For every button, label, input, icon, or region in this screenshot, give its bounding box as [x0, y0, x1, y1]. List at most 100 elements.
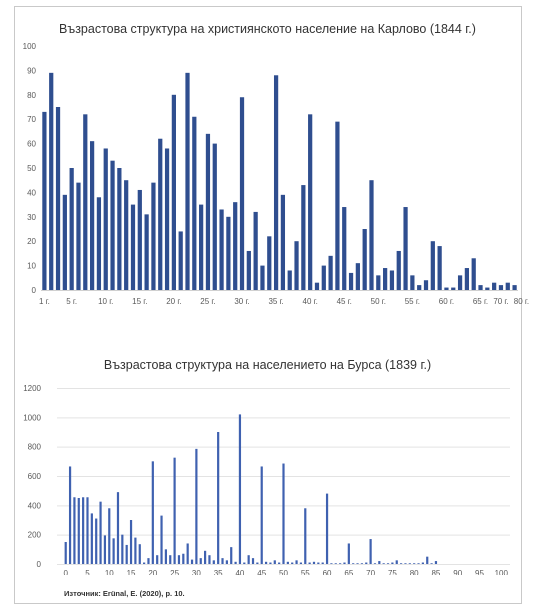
x-tick-label: 30	[192, 569, 201, 575]
x-tick-label: 55	[301, 569, 310, 575]
bar	[77, 498, 80, 564]
bar	[116, 492, 120, 564]
bar	[434, 561, 438, 564]
bar	[103, 535, 107, 564]
bar	[291, 562, 294, 564]
bar	[124, 180, 129, 290]
bar	[389, 270, 395, 290]
bar	[76, 182, 81, 290]
bar	[299, 562, 303, 564]
bar	[212, 143, 217, 290]
bar	[186, 543, 189, 564]
bar	[464, 268, 470, 290]
x-tick-label: 60 г.	[439, 297, 454, 306]
bar	[82, 497, 85, 564]
bar	[278, 562, 281, 564]
bar	[294, 241, 299, 290]
y-tick-label: 10	[27, 262, 36, 271]
bar	[49, 72, 54, 290]
bar	[382, 563, 385, 564]
bar	[273, 75, 279, 290]
bar	[373, 563, 377, 564]
bar	[110, 160, 115, 290]
bar	[369, 539, 372, 564]
bar	[352, 563, 355, 564]
x-tick-label: 35 г.	[268, 297, 283, 306]
bar	[68, 466, 72, 564]
bar	[199, 204, 204, 290]
bar	[230, 547, 233, 564]
x-tick-label: 40 г.	[303, 297, 318, 306]
y-tick-label: 100	[23, 42, 37, 51]
bar	[269, 562, 272, 564]
bar	[264, 561, 268, 564]
bar	[158, 138, 163, 290]
bar	[86, 497, 89, 564]
bar	[301, 185, 306, 290]
bar	[234, 561, 237, 564]
bar	[360, 563, 364, 564]
bar	[125, 544, 128, 564]
bar	[192, 116, 197, 290]
bar	[178, 231, 183, 290]
bar	[485, 287, 490, 290]
bar	[330, 563, 333, 564]
x-tick-label: 15	[127, 569, 136, 575]
bar	[334, 563, 337, 564]
bar	[144, 214, 149, 290]
bar	[208, 555, 211, 564]
bar	[221, 558, 224, 564]
x-tick-label: 80	[410, 569, 419, 575]
bar	[403, 207, 408, 290]
y-tick-label: 0	[32, 286, 37, 295]
bar	[243, 562, 246, 564]
bar	[95, 518, 98, 564]
bar	[328, 255, 333, 290]
x-tick-label: 5	[85, 569, 90, 575]
bar	[386, 563, 390, 564]
bar	[308, 114, 313, 290]
x-tick-label: 45	[257, 569, 266, 575]
bar	[383, 268, 388, 290]
x-tick-label: 90	[453, 569, 462, 575]
bar	[225, 560, 228, 564]
bar	[83, 114, 88, 290]
chart-title-bursa: Възрастова структура на населението на Б…	[103, 358, 432, 372]
x-tick-label: 20	[148, 569, 157, 575]
x-tick-label: 25 г.	[200, 297, 215, 306]
bar	[478, 285, 483, 290]
bar	[238, 414, 242, 564]
bar	[156, 555, 159, 564]
bar	[64, 542, 67, 564]
bar	[69, 168, 74, 290]
x-tick-label: 55 г.	[405, 297, 420, 306]
bar	[96, 197, 102, 290]
bar	[246, 250, 251, 290]
x-tick-label: 60	[323, 569, 332, 575]
bar	[378, 561, 381, 564]
bar	[99, 501, 102, 564]
x-tick-label: 50 г.	[371, 297, 386, 306]
x-tick-label: 85	[431, 569, 440, 575]
bar	[251, 558, 255, 564]
bar	[182, 553, 185, 564]
bar	[505, 282, 510, 290]
bar	[121, 534, 124, 564]
bar	[117, 168, 122, 290]
x-tick-label: 70	[366, 569, 375, 575]
y-tick-label: 1200	[23, 384, 41, 393]
bar	[347, 543, 350, 564]
y-tick-label: 30	[27, 213, 36, 222]
bar	[342, 207, 347, 290]
bar	[138, 544, 141, 564]
bar	[73, 497, 76, 564]
bar	[239, 97, 245, 290]
bar	[426, 556, 429, 564]
x-tick-label: 25	[170, 569, 179, 575]
bar	[112, 538, 115, 564]
bar	[134, 537, 137, 564]
bursa-bar-chart: 0 200 400 600 800 1000 1200 0 5 10 15 20 25 30 35 40 45 5…	[23, 384, 510, 575]
y-tick-label: 200	[28, 531, 42, 540]
y-tick-label: 600	[28, 472, 42, 481]
bar	[147, 558, 150, 564]
